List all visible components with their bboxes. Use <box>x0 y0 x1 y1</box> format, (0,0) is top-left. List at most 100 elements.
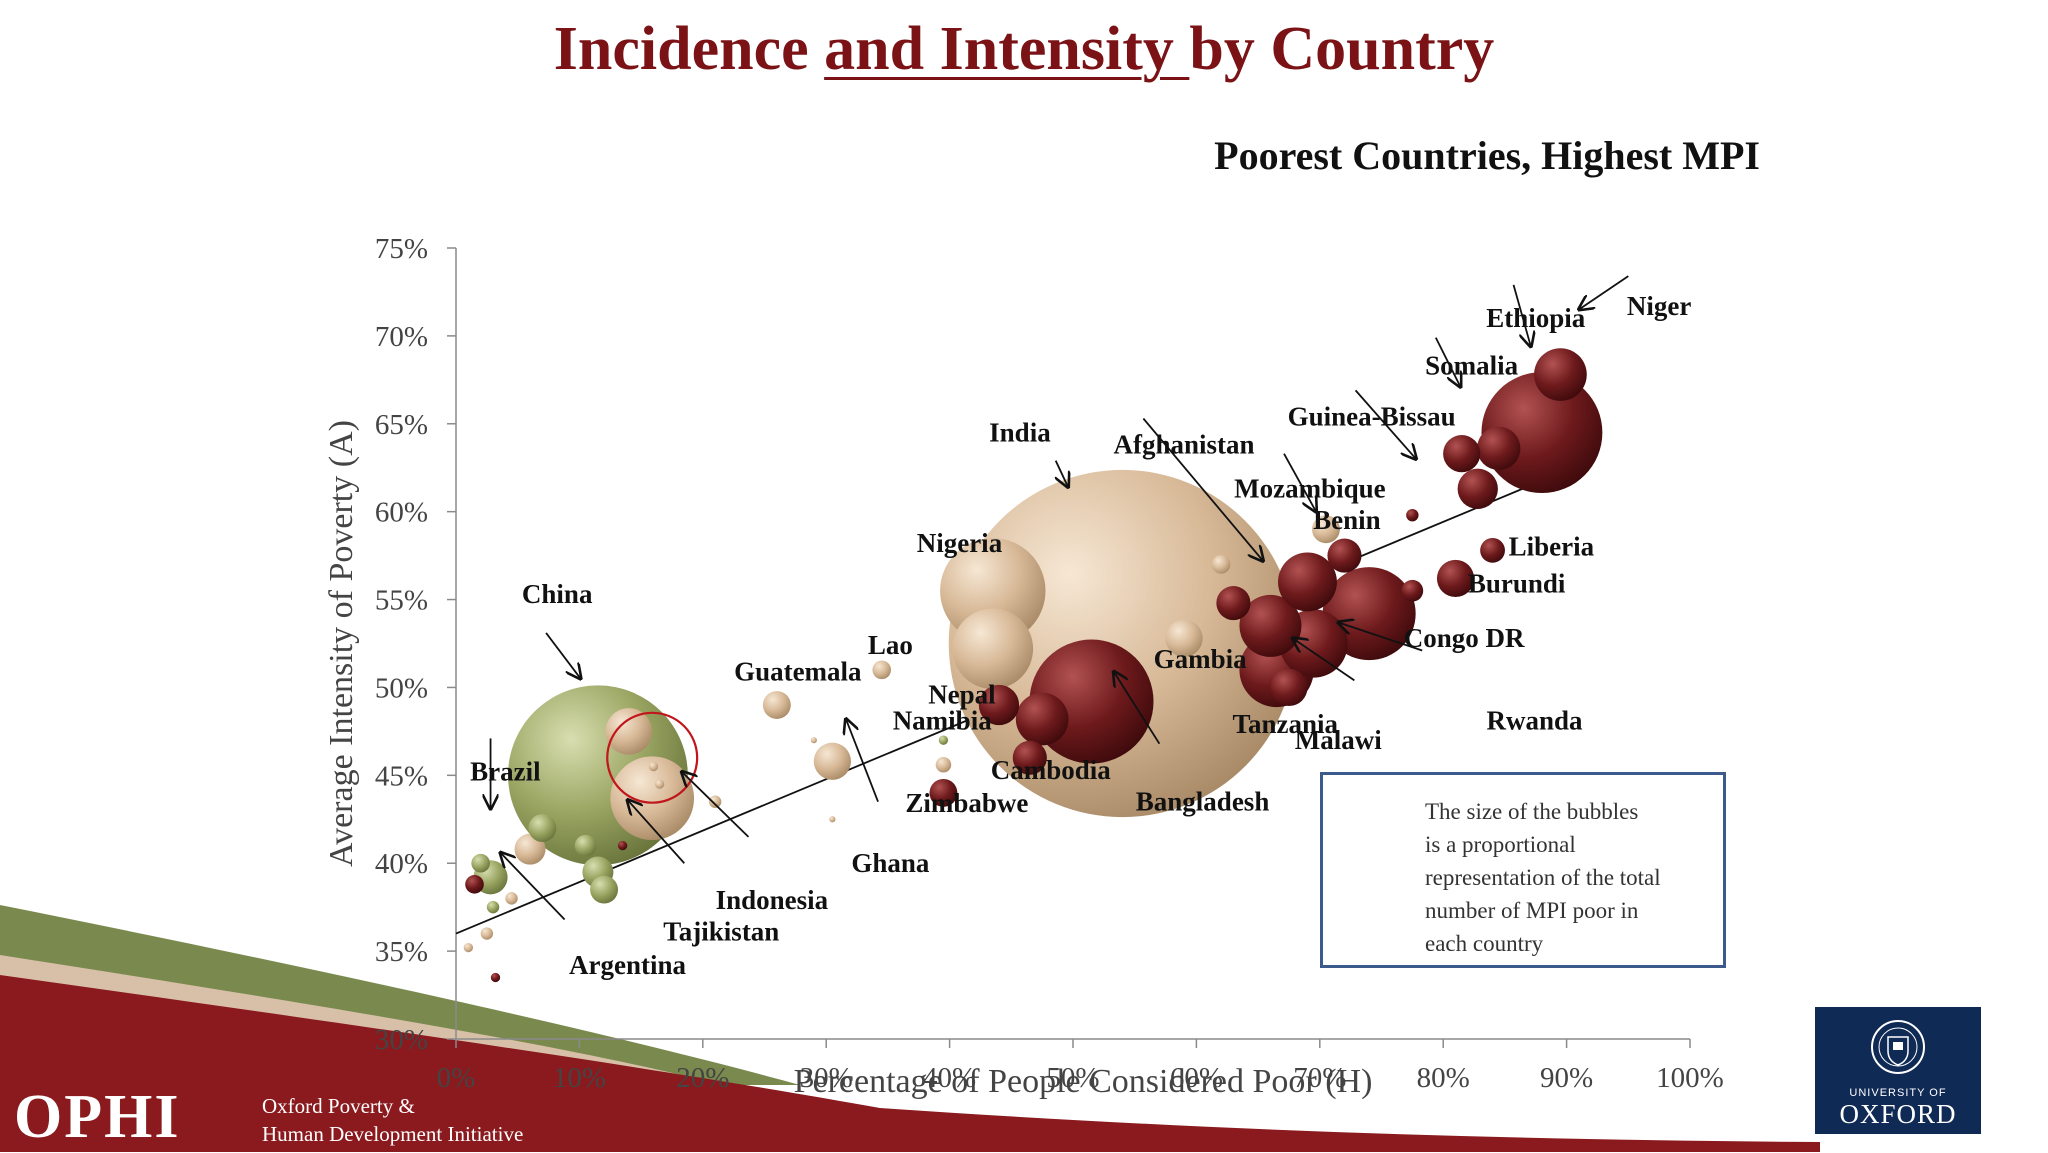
bubble <box>938 735 949 745</box>
bubble <box>463 942 473 953</box>
country-label: Nepal <box>928 679 996 709</box>
country-label: Bangladesh <box>1136 786 1270 816</box>
country-label: Ethiopia <box>1486 303 1586 333</box>
country-label: Brazil <box>470 757 541 787</box>
ophi-name: Oxford Poverty & Human Development Initi… <box>262 1092 523 1148</box>
country-label: Zimbabwe <box>905 788 1028 818</box>
country-label: Tajikistan <box>663 917 779 947</box>
bubble <box>1278 552 1337 612</box>
annotation-arrow <box>1114 672 1161 745</box>
bubble <box>762 691 791 719</box>
bubble <box>574 834 597 857</box>
title-part-2: and Intensity <box>824 15 1190 83</box>
bubble <box>1327 538 1362 573</box>
bubble <box>1216 586 1251 621</box>
legend-line: is a proportional <box>1425 832 1576 857</box>
legend-line: representation of the total <box>1425 865 1661 890</box>
bubble <box>1270 668 1308 707</box>
country-label: Lao <box>868 630 913 660</box>
footer-swoosh <box>0 905 1820 1152</box>
arrows-group <box>491 275 1629 921</box>
y-tick-label: 70% <box>375 321 428 353</box>
oxford-logo: UNIVERSITY OF OXFORD <box>1815 1007 1981 1134</box>
bubble <box>829 816 836 823</box>
x-tick-label: 50% <box>1046 1062 1099 1094</box>
bubble <box>1015 692 1069 746</box>
x-tick-label: 60% <box>1170 1062 1223 1094</box>
bubble <box>940 538 1046 644</box>
country-label: Guinea-Bissau <box>1288 402 1456 432</box>
title-part-3: by Country <box>1189 15 1495 83</box>
oxford-small-text: UNIVERSITY OF <box>1849 1087 1947 1099</box>
annotation-arrow <box>1512 284 1531 347</box>
annotation-arrow <box>628 800 685 864</box>
bubble <box>480 927 494 940</box>
x-tick-label: 90% <box>1540 1062 1593 1094</box>
bubble <box>1457 468 1498 509</box>
annotation-arrow <box>1293 638 1355 682</box>
bubble <box>486 900 500 914</box>
country-label: Afghanistan <box>1114 430 1255 460</box>
bubble <box>605 708 653 755</box>
x-tick-label: 30% <box>800 1062 853 1094</box>
legend-line: each country <box>1425 931 1544 956</box>
annotation-arrow <box>500 853 566 921</box>
x-axis-label: Percentage of People Considered Poor (H) <box>794 1063 1373 1100</box>
oxford-crest-icon <box>1871 1020 1925 1074</box>
annotation-arrow <box>545 632 581 679</box>
bubble <box>978 684 1020 726</box>
bubble <box>648 761 659 772</box>
annotation-arrow <box>1354 389 1416 459</box>
bubble <box>813 742 851 780</box>
bubble <box>1401 579 1424 602</box>
annotation-arrow <box>682 772 750 838</box>
slide-title: Incidence and Intensity by Country <box>0 14 2048 85</box>
legend-line: The size of the bubbles <box>1425 799 1639 824</box>
bubble <box>810 737 817 744</box>
bubble <box>1480 537 1505 563</box>
y-tick-label: 45% <box>375 760 428 792</box>
x-tick-label: 0% <box>437 1062 476 1094</box>
y-tick-label: 55% <box>375 585 428 617</box>
bubble <box>929 778 958 807</box>
y-tick-label: 50% <box>375 672 428 704</box>
y-tick-label: 30% <box>375 1024 428 1056</box>
country-label: Niger <box>1627 291 1691 321</box>
bubble <box>1165 619 1203 657</box>
bubble <box>708 795 722 808</box>
bubble <box>654 779 665 789</box>
oxford-big-text: OXFORD <box>1839 1099 1957 1129</box>
ophi-name-line-2: Human Development Initiative <box>262 1122 524 1146</box>
bubble <box>490 972 501 983</box>
x-tick-label: 100% <box>1656 1062 1724 1094</box>
annotation-arrow <box>1142 417 1263 561</box>
bubble <box>610 756 695 841</box>
annotation-arrow <box>846 719 879 803</box>
country-label: Namibia <box>893 706 993 736</box>
bubble-size-legend: The size of the bubbles is a proportiona… <box>1320 772 1726 968</box>
ophi-logo: OPHI <box>14 1083 181 1151</box>
x-tick-label: 40% <box>923 1062 976 1094</box>
annotation-arrow <box>1283 453 1316 512</box>
y-tick-label: 65% <box>375 409 428 441</box>
country-labels: Niger Ethiopia Somalia Guinea-Bissau India Af… <box>470 291 1691 1100</box>
country-label: Burundi <box>1468 569 1566 599</box>
legend-text: The size of the bubbles is a proportiona… <box>1425 795 1721 960</box>
country-label: Malawi <box>1295 725 1382 755</box>
bubble <box>590 875 619 904</box>
title-part-1: Incidence <box>553 15 825 83</box>
bubble <box>1477 426 1521 471</box>
x-tick-label: 80% <box>1417 1062 1470 1094</box>
x-tick-label: 10% <box>553 1062 606 1094</box>
y-tick-label: 60% <box>375 497 428 529</box>
bubble <box>1211 555 1231 574</box>
bubble <box>1534 348 1587 401</box>
bubble <box>1436 559 1475 598</box>
bubble <box>1406 508 1419 522</box>
legend-line: number of MPI poor in <box>1425 898 1639 923</box>
country-label: China <box>522 579 593 609</box>
bubble <box>617 840 628 851</box>
bubble <box>471 853 490 873</box>
bubble <box>505 892 518 905</box>
